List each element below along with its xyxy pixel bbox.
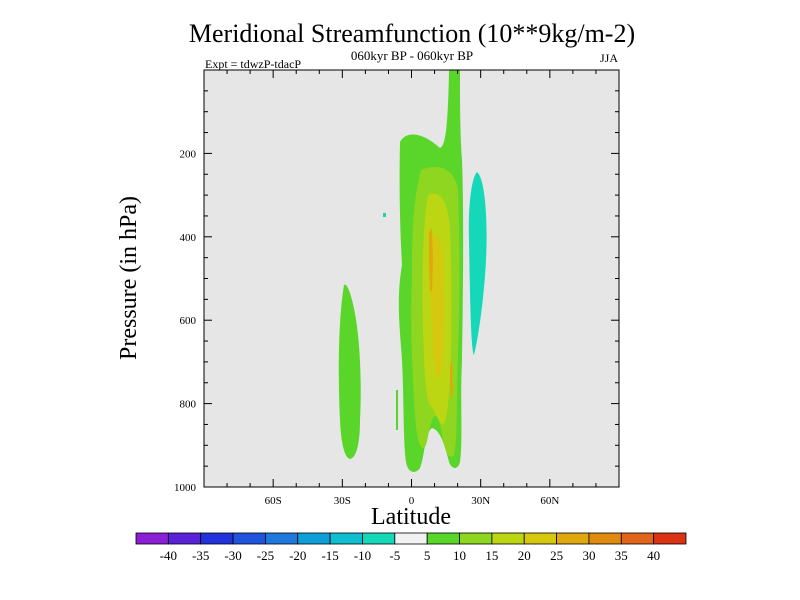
colorbar-swatch: [523, 532, 557, 545]
colorbar-label: -40: [160, 548, 177, 563]
x-tick-label: 0: [409, 495, 415, 507]
y-tick-label: 600: [180, 315, 197, 327]
colorbar-label: -20: [289, 548, 306, 563]
colorbar-swatch: [232, 532, 266, 545]
y-tick-label: 400: [180, 232, 197, 244]
colorbar-label: -10: [354, 548, 371, 563]
contour-tropical-20: [429, 235, 444, 378]
colorbar: -40 -35 -30 -25 -20 -15 -10 -5 5 10 15 20 25 30 35 40: [135, 532, 687, 563]
colorbar-label: 40: [647, 548, 660, 563]
colorbar-swatch: [394, 532, 428, 545]
x-axis-title: Latitude: [371, 504, 451, 530]
chart-subtitle: 060kyr BP - 060kyr BP: [351, 48, 473, 63]
contour-tropical-25: [429, 228, 433, 292]
contour-fills: [338, 70, 487, 472]
y-tick-label: 200: [180, 148, 197, 160]
colorbar-swatch: [459, 532, 493, 545]
colorbar-label: -35: [192, 548, 209, 563]
colorbar-swatch: [200, 532, 234, 545]
chart-title: Meridional Streamfunction (10**9kg/m-2): [189, 19, 635, 48]
season-label: JJA: [600, 51, 618, 65]
colorbar-swatch: [588, 532, 622, 545]
y-tick-label: 1000: [174, 482, 197, 494]
colorbar-label: 20: [518, 548, 531, 563]
contour-nh-negative: [468, 172, 487, 355]
colorbar-swatch: [329, 532, 363, 545]
experiment-label: Expt = tdwzP-tdacP: [205, 57, 301, 71]
colorbar-swatch: [297, 532, 331, 545]
colorbar-label: 5: [424, 548, 431, 563]
colorbar-swatch: [167, 532, 202, 545]
colorbar-swatch: [620, 532, 655, 545]
colorbar-label: 30: [582, 548, 595, 563]
colorbar-swatch: [362, 532, 396, 545]
contour-sh-cell: [338, 284, 361, 459]
plot-area: 60S 30S 0 30N 60N 200 400 600 800 1000: [174, 69, 620, 507]
colorbar-label: 25: [550, 548, 563, 563]
contour-artifact-2: [383, 213, 386, 217]
colorbar-label: -15: [321, 548, 338, 563]
colorbar-label: -25: [257, 548, 274, 563]
contour-tropical-25b: [450, 362, 453, 398]
y-axis-title: Pressure (in hPa): [116, 196, 142, 360]
colorbar-label: -30: [224, 548, 241, 563]
contour-artifact-1: [396, 390, 398, 430]
colorbar-swatch: [653, 532, 687, 545]
colorbar-label: 35: [615, 548, 628, 563]
colorbar-swatch: [265, 532, 299, 545]
colorbar-swatch: [426, 532, 460, 545]
colorbar-label: -5: [389, 548, 400, 563]
axis-ticks: 60S 30S 0 30N 60N 200 400 600 800 1000: [174, 70, 619, 507]
colorbar-swatch: [556, 532, 590, 545]
x-tick-label: 60S: [265, 495, 282, 507]
colorbar-label: 10: [453, 548, 466, 563]
y-tick-label: 800: [180, 399, 197, 411]
colorbar-swatch: [135, 532, 169, 545]
x-tick-label: 30S: [334, 495, 351, 507]
x-tick-label: 30N: [471, 495, 490, 507]
x-tick-label: 60N: [540, 495, 559, 507]
colorbar-swatch: [491, 532, 525, 545]
colorbar-label: 15: [485, 548, 498, 563]
